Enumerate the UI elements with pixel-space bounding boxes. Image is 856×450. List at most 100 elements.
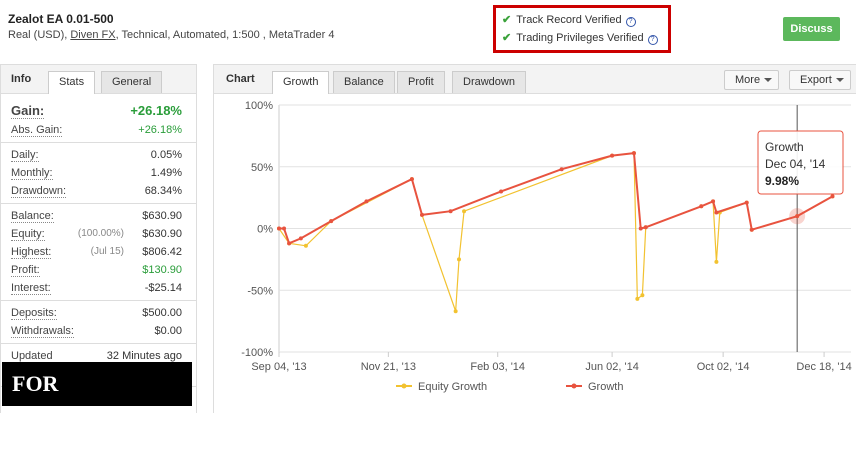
discuss-button[interactable]: Discuss: [783, 17, 840, 41]
page: Zealot EA 0.01-500 Real (USD), Diven FX,…: [0, 5, 856, 440]
chart: 100% 50% 0% -50% -100% Sep 04, '13 Nov 21, '13…: [241, 100, 852, 393]
point: [714, 210, 719, 215]
point: [420, 212, 424, 217]
stat-note: (Jul 15): [90, 246, 124, 257]
stat-value: $130.90: [142, 264, 182, 276]
stat-value: +26.18%: [130, 103, 182, 118]
stats-group: Balance: $630.90 Equity: (100.00%) $630.90 Hi…: [1, 204, 196, 301]
point: [303, 243, 308, 248]
badge: ✔ Track Record Verified?: [502, 13, 636, 27]
stats-list: Gain: +26.18% Abs. Gain: +26.18% Daily: 0.05%…: [1, 97, 196, 387]
stats-row: Profit: $130.90: [1, 261, 196, 279]
stat-label: Deposits:: [11, 307, 57, 320]
verified-box: ✔ Track Record Verified? ✔ Trading Privile…: [493, 5, 671, 53]
point: [457, 257, 462, 262]
y-tick-label: -50%: [247, 285, 273, 297]
badge-text: Trading Privileges Verified: [516, 32, 644, 44]
point: [287, 241, 292, 246]
subtitle-text: Real (USD),: [8, 29, 71, 41]
point: [631, 151, 636, 156]
point: [643, 225, 648, 230]
badge: ✔ Trading Privileges Verified?: [502, 31, 658, 45]
x-tick-label: Nov 21, '13: [361, 361, 416, 373]
stat-value: -$25.14: [144, 282, 182, 294]
tooltip-series: Growth: [765, 140, 804, 154]
stats-group: Deposits: $500.00 Withdrawals: $0.00: [1, 301, 196, 344]
series-line: [279, 152, 833, 245]
hover-halo: [789, 208, 806, 225]
y-tick-label: 100%: [245, 100, 273, 112]
tab[interactable]: Stats: [48, 71, 96, 94]
tab[interactable]: Profit: [397, 71, 445, 93]
point: [714, 259, 719, 264]
stat-label: Updated: [11, 350, 53, 363]
point: [462, 209, 467, 214]
point: [610, 153, 615, 158]
point: [329, 219, 334, 224]
stats-row: Highest: (Jul 15) $806.42: [1, 243, 196, 261]
stat-label: Interest:: [11, 282, 51, 295]
stats-row: Equity: (100.00%) $630.90: [1, 225, 196, 243]
y-tick-label: -100%: [241, 347, 273, 359]
stats-row: Monthly: 1.49%: [1, 164, 196, 182]
broker-link[interactable]: Diven FX: [70, 29, 116, 41]
stat-label: Gain:: [11, 103, 45, 119]
subtitle-text: , Technical, Automated, 1:500 , MetaTrad…: [115, 29, 335, 41]
stat-value: $0.00: [154, 325, 182, 337]
stat-value: 1.49%: [150, 167, 182, 179]
point: [453, 309, 458, 314]
legend-swatch: [571, 383, 577, 389]
point: [448, 209, 453, 214]
stats-row: Balance: $630.90: [1, 207, 196, 225]
tab[interactable]: General: [101, 71, 163, 93]
stat-value: 32 Minutes ago: [106, 350, 182, 362]
stats-row: Gain: +26.18%: [1, 100, 196, 121]
point: [559, 167, 564, 172]
y-tick-label: 0%: [257, 224, 273, 236]
tab-bar: Info Stats General: [1, 65, 196, 94]
point: [711, 199, 716, 204]
menu[interactable]: Export: [789, 70, 851, 90]
tab[interactable]: Balance: [333, 71, 395, 93]
tab[interactable]: Drawdown: [452, 71, 526, 93]
stats-group: Gain: +26.18% Abs. Gain: +26.18%: [1, 97, 196, 143]
legend-swatch: [401, 383, 407, 389]
tooltip: [757, 130, 844, 195]
point: [277, 226, 281, 231]
y-tick-label: 50%: [251, 162, 273, 174]
stat-label: Highest:: [11, 246, 52, 259]
stats-row: Drawdown: 68.34%: [1, 182, 196, 200]
menu[interactable]: More: [724, 70, 780, 90]
tab[interactable]: Info: [11, 73, 32, 85]
stat-value: +26.18%: [138, 124, 182, 136]
watermark: FOR TRADER.RU: [2, 362, 192, 440]
point: [749, 227, 754, 232]
tab-bar: Chart Growth Balance Profit Drawdown Mor…: [214, 65, 856, 94]
point: [409, 177, 414, 182]
x-tick-label: Feb 03, '14: [470, 361, 525, 373]
stat-label: Equity:: [11, 228, 45, 241]
point: [282, 226, 287, 231]
point: [640, 293, 645, 298]
stats-row: Abs. Gain: +26.18%: [1, 121, 196, 139]
subtitle: Real (USD), Diven FX, Technical, Automat…: [8, 29, 335, 41]
tab[interactable]: Growth: [272, 71, 330, 94]
point: [635, 296, 640, 301]
x-tick-label: Sep 04, '13: [251, 361, 306, 373]
stat-value: 0.05%: [150, 149, 182, 161]
stat-label: Withdrawals:: [11, 325, 74, 338]
tooltip-value: 9.98%: [765, 174, 799, 188]
stat-note: (100.00%): [77, 228, 124, 239]
stat-value: $806.42: [142, 246, 182, 258]
point: [499, 189, 504, 194]
legend-label: Equity Growth: [418, 381, 487, 393]
point: [795, 214, 800, 219]
x-tick-label: Oct 02, '14: [697, 361, 750, 373]
stats-row: Deposits: $500.00: [1, 304, 196, 322]
point: [699, 204, 704, 209]
series-line: [278, 152, 833, 312]
badge-text: Track Record Verified: [516, 14, 622, 26]
stat-value: $630.90: [142, 228, 182, 240]
stats-row: Daily: 0.05%: [1, 146, 196, 164]
point: [638, 226, 643, 231]
